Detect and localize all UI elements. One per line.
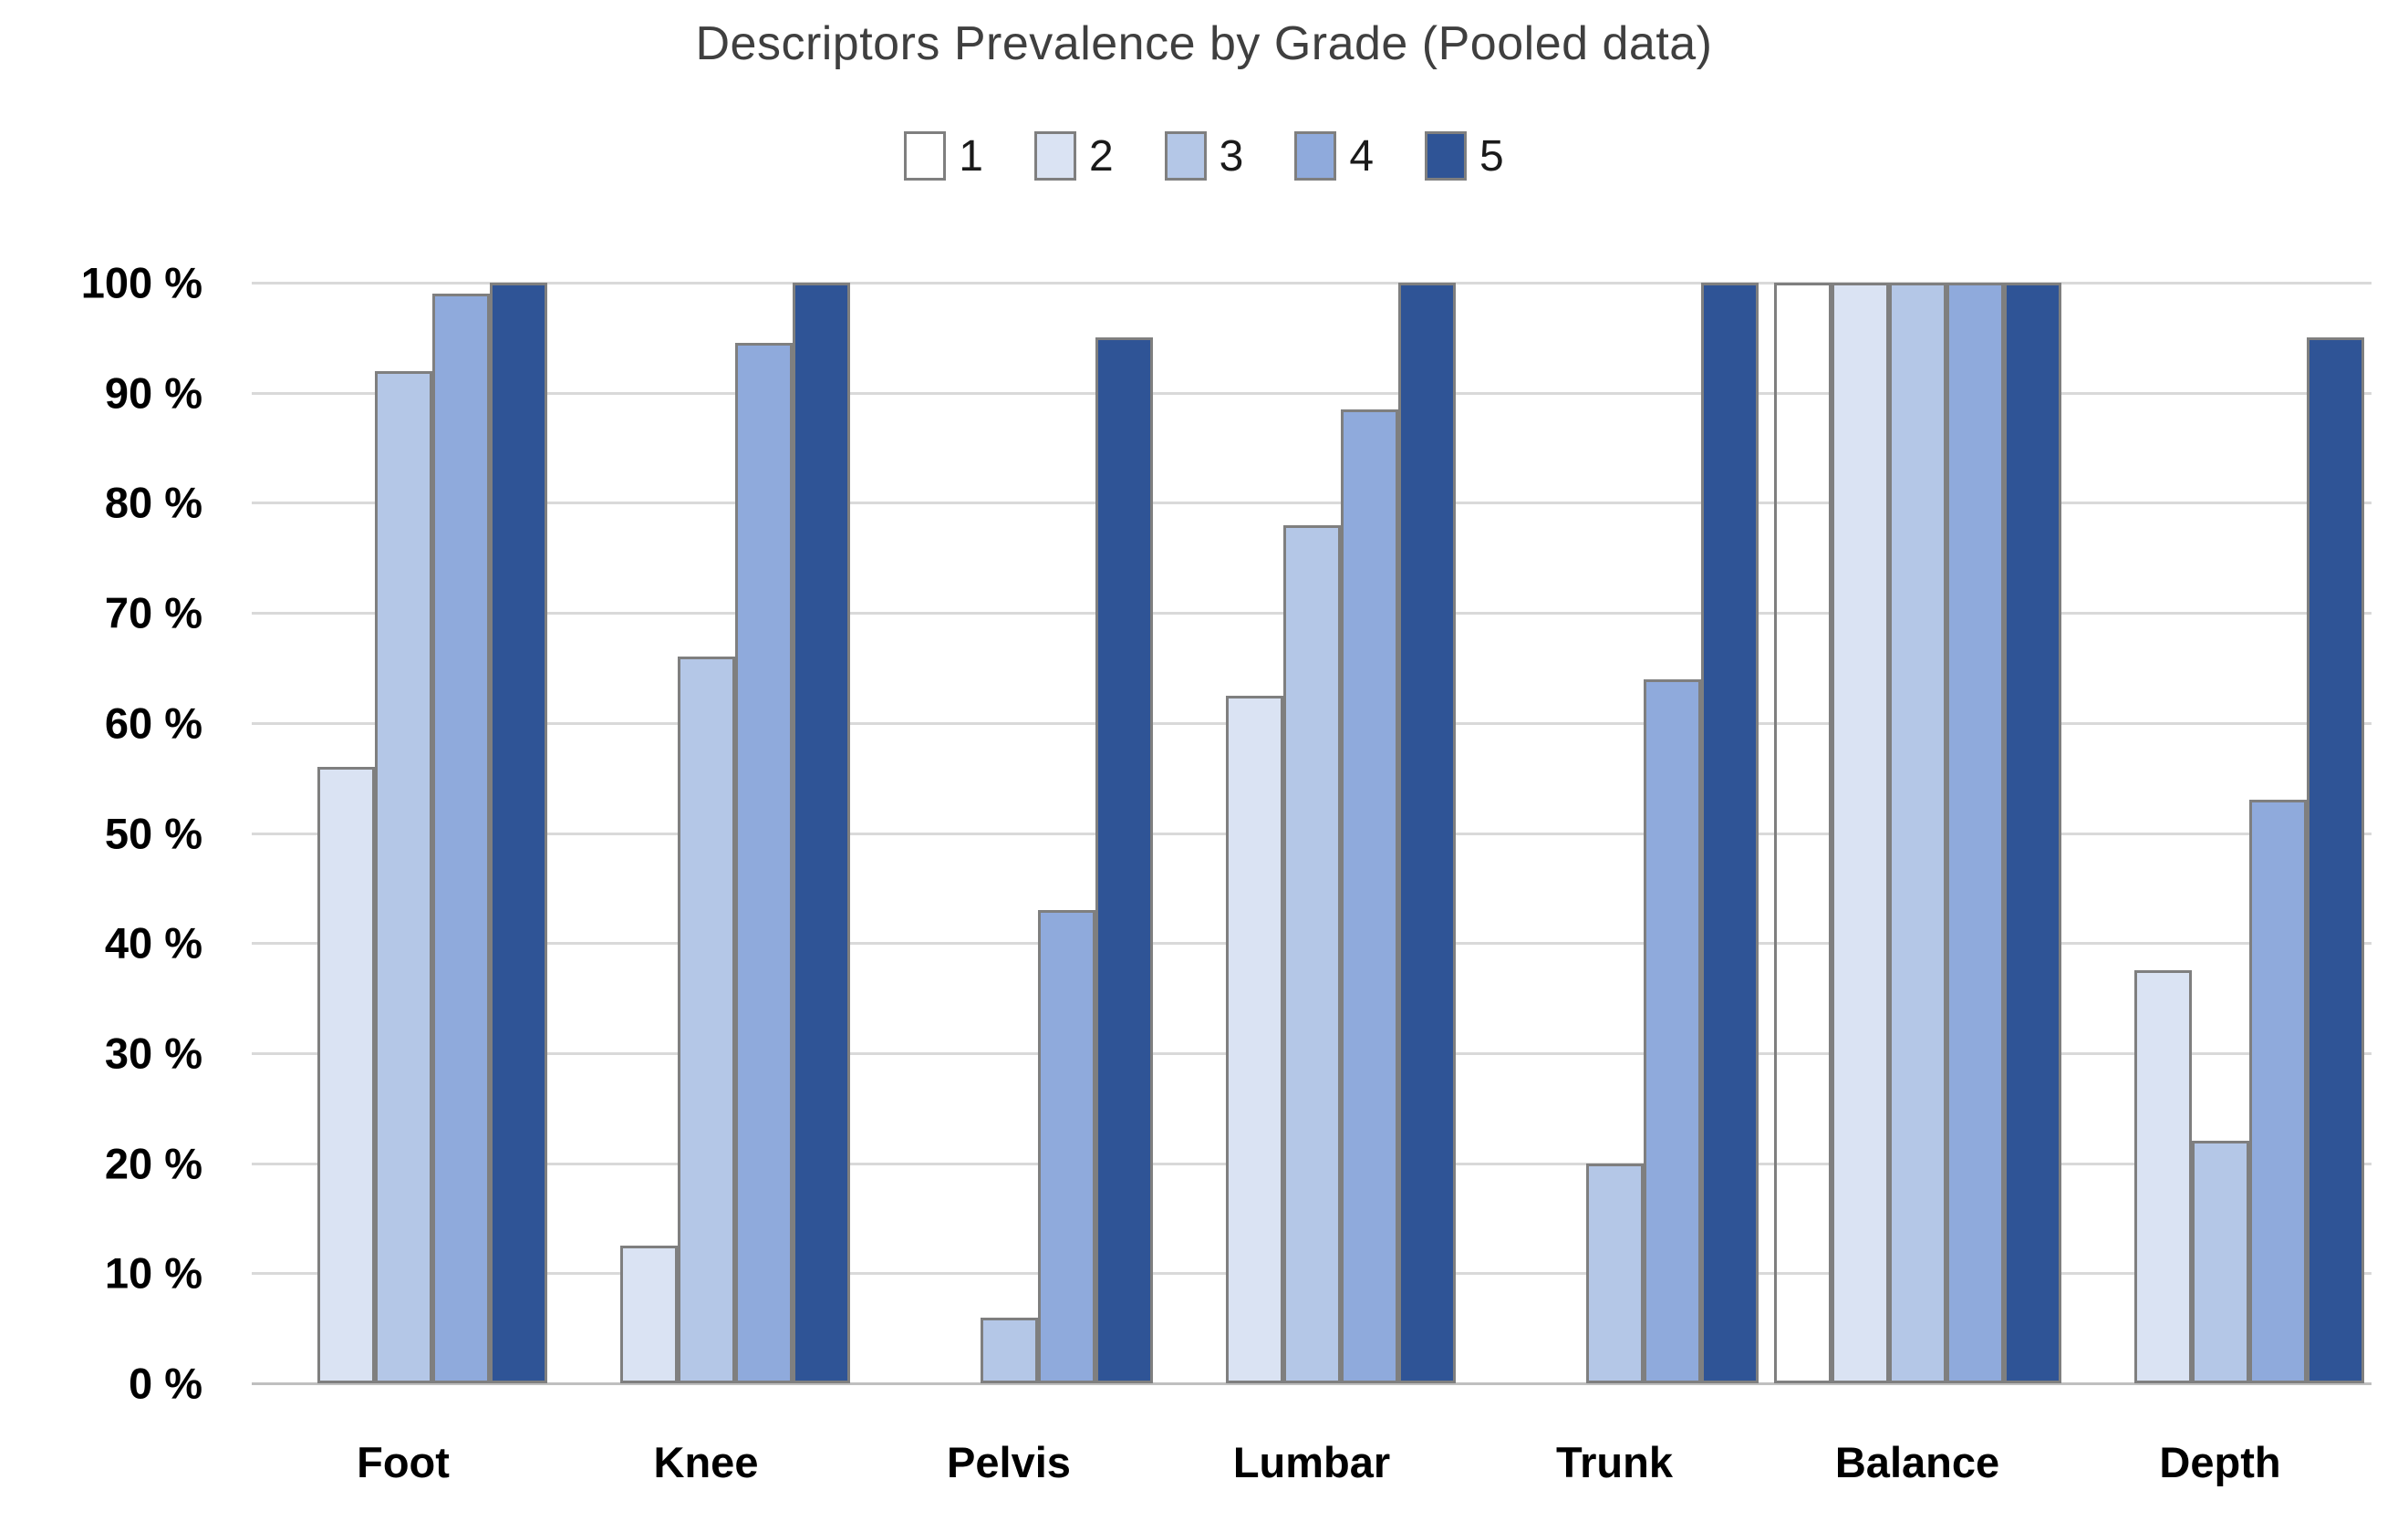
x-category-label-pelvis: Pelvis [947, 1438, 1071, 1486]
bar-pelvis-grade-5 [1095, 337, 1153, 1383]
bar-balance-grade-3 [1888, 283, 1946, 1383]
legend-label: 3 [1219, 131, 1244, 181]
x-category-label-foot: Foot [357, 1438, 450, 1486]
gridline [252, 1382, 2372, 1385]
legend-item-grade-3: 3 [1164, 131, 1244, 181]
bar-knee-grade-5 [792, 283, 850, 1383]
legend: 1 2 3 4 5 [0, 124, 2408, 188]
legend-item-grade-5: 5 [1425, 131, 1504, 181]
legend-label: 5 [1479, 131, 1504, 181]
x-category-label-trunk: Trunk [1556, 1438, 1673, 1486]
gridline [252, 391, 2372, 395]
legend-label: 2 [1088, 131, 1114, 181]
bar-lumbar-grade-5 [1397, 283, 1456, 1383]
bar-balance-grade-1 [1773, 283, 1832, 1383]
gridline [252, 502, 2372, 505]
legend-label: 1 [959, 131, 983, 181]
bar-knee-grade-3 [677, 657, 735, 1383]
y-tick-label: 20 % [104, 1139, 202, 1188]
bar-trunk-grade-3 [1585, 1163, 1644, 1383]
bar-balance-grade-5 [2003, 283, 2061, 1383]
legend-swatch-icon [1033, 131, 1076, 181]
y-tick-label: 50 % [104, 809, 202, 857]
bar-foot-grade-4 [431, 294, 490, 1383]
bar-balance-grade-2 [1831, 283, 1889, 1383]
x-category-label-lumbar: Lumbar [1232, 1438, 1391, 1486]
bar-depth-grade-5 [2306, 337, 2364, 1383]
bar-depth-grade-3 [2191, 1141, 2249, 1383]
x-category-label-depth: Depth [2159, 1438, 2281, 1486]
legend-item-grade-1: 1 [904, 131, 983, 181]
bar-balance-grade-4 [1946, 283, 2004, 1383]
y-tick-label: 30 % [104, 1029, 202, 1078]
x-category-label-balance: Balance [1834, 1438, 2000, 1486]
x-category-label-knee: Knee [653, 1438, 759, 1486]
bar-lumbar-grade-4 [1340, 409, 1398, 1383]
y-tick-label: 100 % [80, 258, 202, 307]
bar-trunk-grade-4 [1643, 678, 1701, 1383]
chart-title: Descriptors Prevalence by Grade (Pooled … [695, 17, 1713, 70]
gridline [252, 282, 2372, 285]
bar-foot-grade-3 [374, 370, 432, 1383]
legend-swatch-icon [1294, 131, 1337, 181]
y-tick-label: 40 % [104, 918, 202, 967]
bar-lumbar-grade-2 [1225, 695, 1283, 1383]
bar-knee-grade-4 [734, 343, 793, 1383]
y-tick-label: 80 % [104, 478, 202, 527]
bar-depth-grade-4 [2248, 800, 2307, 1383]
bar-trunk-grade-5 [1700, 283, 1759, 1383]
y-tick-label: 60 % [104, 698, 202, 748]
bar-pelvis-grade-3 [980, 1317, 1038, 1383]
y-tick-label: 10 % [104, 1248, 202, 1298]
y-tick-label: 70 % [104, 588, 202, 637]
legend-item-grade-2: 2 [1033, 131, 1114, 181]
bar-pelvis-grade-4 [1037, 909, 1095, 1383]
bar-depth-grade-2 [2133, 970, 2192, 1383]
legend-swatch-icon [1164, 131, 1207, 181]
y-tick-label: 90 % [104, 368, 202, 418]
bar-knee-grade-2 [619, 1246, 678, 1383]
bar-foot-grade-2 [317, 767, 375, 1383]
legend-swatch-icon [904, 131, 947, 181]
legend-item-grade-4: 4 [1294, 131, 1374, 181]
bar-foot-grade-5 [489, 283, 547, 1383]
legend-label: 4 [1349, 131, 1375, 181]
y-tick-label: 0 % [129, 1359, 202, 1408]
bar-lumbar-grade-3 [1282, 524, 1341, 1383]
legend-swatch-icon [1425, 131, 1468, 181]
